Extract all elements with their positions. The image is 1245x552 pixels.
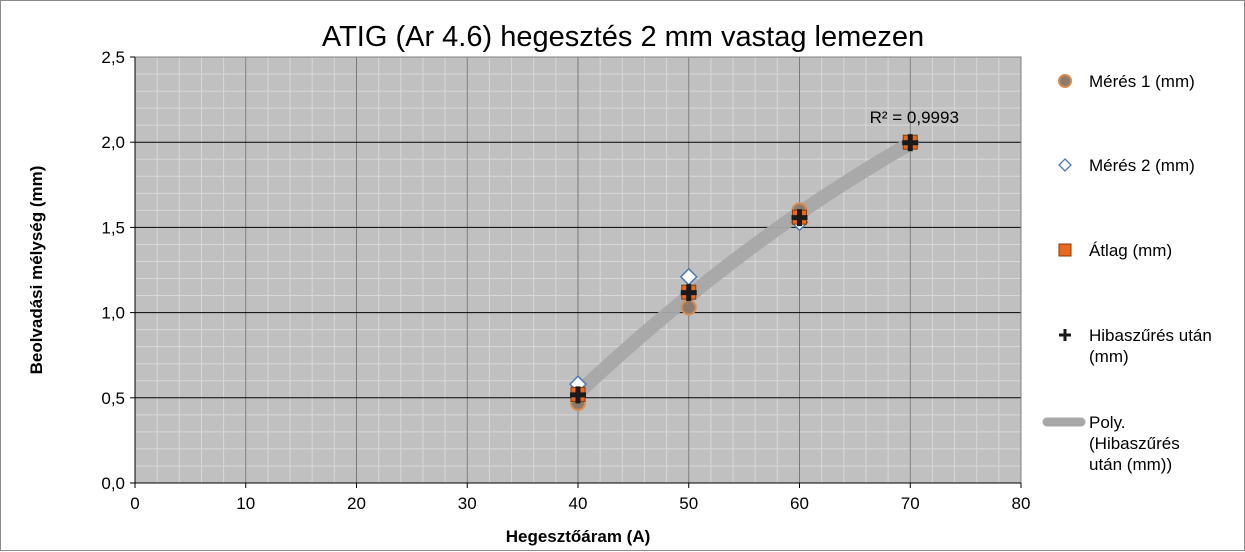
data-point-plus	[680, 284, 697, 302]
x-tick-label: 60	[790, 494, 809, 513]
trendline	[571, 136, 918, 401]
data-point-circle	[680, 299, 697, 316]
x-tick-label: 50	[679, 494, 698, 513]
legend-label-line: (Hibaszűrés	[1089, 434, 1180, 453]
legend-label-line: után (mm))	[1089, 455, 1172, 474]
chart-title: ATIG (Ar 4.6) hegesztés 2 mm vastag leme…	[322, 21, 924, 53]
legend-item: Mérés 2 (mm)	[1058, 156, 1195, 175]
legend-marker-diamond	[1058, 158, 1072, 172]
axes: 0 10 20 30 40 50 60 70 80 0,0 0,5 1,0 1,5 2,0 2,5	[101, 48, 1030, 513]
x-tick-label: 20	[347, 494, 366, 513]
legend-item: Hibaszűrés után (mm)	[1059, 326, 1212, 366]
legend: Mérés 1 (mm) Mérés 2 (mm) Átlag (mm) Hibasz…	[1042, 72, 1212, 474]
x-tick-label: 10	[236, 494, 255, 513]
legend-label-line: Mérés 2 (mm)	[1089, 156, 1195, 175]
legend-marker-plus	[1059, 329, 1071, 341]
y-tick-label: 0,0	[101, 474, 125, 493]
y-tick-label: 1,0	[101, 304, 125, 323]
x-tick-label: 70	[901, 494, 920, 513]
data-point-plus	[902, 134, 919, 152]
x-tick-label: 80	[1012, 494, 1031, 513]
legend-item: Átlag (mm)	[1058, 241, 1172, 260]
data-point-plus	[570, 386, 586, 404]
legend-label: Mérés 2 (mm)	[1089, 156, 1195, 175]
x-axis-title: Hegesztőáram (A)	[506, 527, 651, 546]
legend-marker-square	[1058, 243, 1072, 257]
legend-label-line: Mérés 1 (mm)	[1089, 72, 1195, 91]
data-point-plus	[791, 209, 808, 227]
x-tick-label: 30	[458, 494, 477, 513]
legend-label-line: (mm)	[1089, 347, 1129, 366]
legend-item-trendline: Poly. (Hibaszűrés után (mm))	[1042, 413, 1180, 474]
legend-label-line: Átlag (mm)	[1089, 241, 1172, 260]
legend-item: Mérés 1 (mm)	[1058, 72, 1195, 91]
y-tick-label: 1,5	[101, 218, 125, 237]
r-squared-label: R² = 0,9993	[870, 108, 959, 127]
legend-label-trendline: Poly. (Hibaszűrés után (mm))	[1089, 413, 1180, 474]
series-plus	[570, 134, 919, 404]
x-tick-label: 0	[130, 494, 139, 513]
y-tick-label: 2,5	[101, 48, 125, 67]
legend-label-line: Hibaszűrés után	[1089, 326, 1212, 345]
y-axis-title: Beolvadási mélység (mm)	[27, 166, 46, 375]
legend-label-line: Poly.	[1089, 413, 1126, 432]
legend-label: Mérés 1 (mm)	[1089, 72, 1195, 91]
data-series: R² = 0,9993	[568, 108, 959, 411]
legend-label: Átlag (mm)	[1089, 241, 1172, 260]
y-tick-label: 0,5	[101, 389, 125, 408]
legend-label: Hibaszűrés után (mm)	[1089, 326, 1212, 366]
y-tick-label: 2,0	[101, 133, 125, 152]
plot-area	[134, 56, 1022, 484]
x-tick-label: 40	[569, 494, 588, 513]
legend-marker-circle	[1058, 74, 1072, 88]
